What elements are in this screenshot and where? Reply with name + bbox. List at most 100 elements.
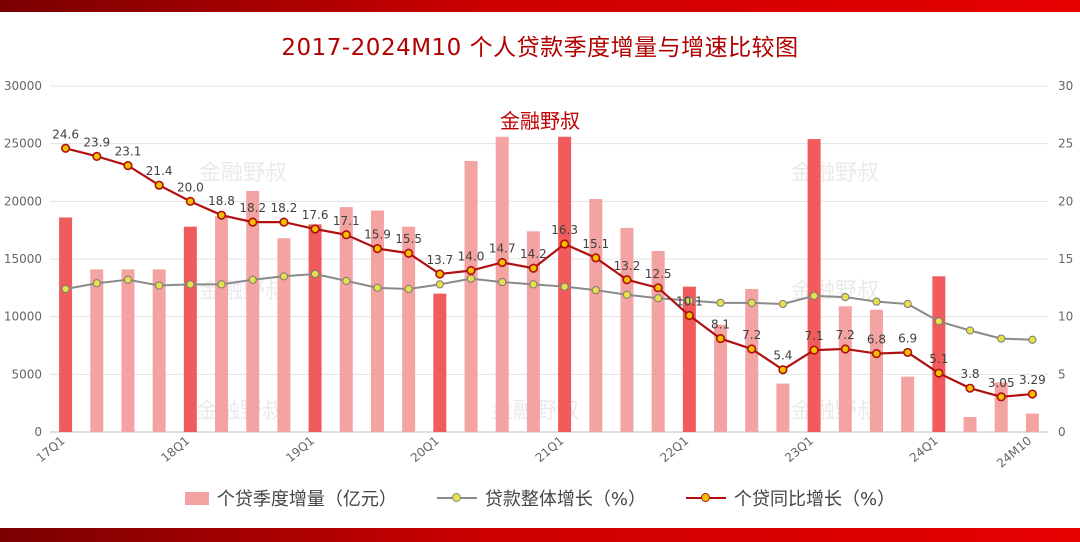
legend-bar-swatch bbox=[184, 491, 209, 505]
point-personal-growth bbox=[248, 217, 258, 227]
data-label-personal: 13.7 bbox=[426, 253, 453, 267]
bar bbox=[776, 383, 790, 432]
data-label-personal: 20.0 bbox=[177, 180, 204, 194]
y-right-tick-label: 10 bbox=[1058, 310, 1073, 324]
bar bbox=[589, 199, 603, 432]
bar bbox=[246, 190, 260, 432]
point-personal-growth bbox=[715, 333, 726, 344]
bar bbox=[464, 160, 478, 432]
bar bbox=[308, 224, 322, 432]
data-label-personal: 5.1 bbox=[929, 352, 948, 366]
bar bbox=[682, 286, 696, 432]
x-tick-label: 24Q1 bbox=[907, 434, 941, 466]
watermark-faint: 金融野叔 bbox=[199, 161, 287, 186]
point-personal-growth bbox=[341, 230, 351, 240]
point-total-growth bbox=[965, 326, 975, 335]
point-total-growth bbox=[92, 279, 101, 288]
y-left-tick-label: 10000 bbox=[4, 310, 42, 324]
bar bbox=[339, 207, 353, 432]
data-label-personal: 21.4 bbox=[146, 164, 173, 178]
data-label-personal: 13.2 bbox=[614, 259, 641, 273]
data-label-personal: 15.9 bbox=[364, 228, 391, 242]
point-total-growth bbox=[560, 282, 569, 291]
point-personal-growth bbox=[684, 310, 694, 321]
bar bbox=[714, 324, 728, 432]
x-tick-label: 24M10 bbox=[994, 434, 1034, 471]
data-label-personal: 23.9 bbox=[83, 135, 110, 149]
data-label-personal: 7.2 bbox=[836, 328, 855, 342]
data-label-personal: 15.5 bbox=[395, 232, 422, 246]
bar bbox=[121, 269, 135, 432]
point-personal-growth bbox=[778, 365, 788, 375]
y-right-tick-label: 15 bbox=[1058, 252, 1073, 266]
point-total-growth bbox=[373, 283, 382, 292]
point-personal-growth bbox=[591, 253, 601, 263]
top-border bbox=[0, 0, 1080, 12]
point-total-growth bbox=[716, 298, 725, 307]
data-label-personal: 8.1 bbox=[711, 318, 730, 332]
point-personal-growth bbox=[871, 348, 882, 359]
bar bbox=[1025, 413, 1039, 432]
point-total-growth bbox=[809, 291, 819, 301]
data-label-personal: 17.1 bbox=[333, 214, 360, 228]
point-personal-growth bbox=[903, 347, 913, 358]
bar bbox=[526, 231, 540, 432]
bar bbox=[402, 226, 416, 432]
bar bbox=[932, 276, 946, 432]
bar bbox=[869, 309, 883, 432]
point-total-growth bbox=[310, 269, 320, 279]
point-personal-growth bbox=[404, 248, 414, 258]
point-total-growth bbox=[622, 290, 632, 299]
data-label-personal: 12.5 bbox=[645, 267, 672, 281]
data-label-personal: 7.1 bbox=[805, 329, 824, 343]
y-left-tick-label: 30000 bbox=[4, 79, 42, 93]
data-label-personal: 5.4 bbox=[773, 349, 792, 363]
data-label-personal: 14.2 bbox=[520, 247, 547, 261]
point-total-growth bbox=[155, 281, 164, 290]
data-label-personal: 24.6 bbox=[52, 127, 79, 141]
legend: 个贷季度增量（亿元） 贷款整体增长（%） 个贷同比增长（%） bbox=[0, 480, 1080, 516]
legend-label-bars: 个贷季度增量（亿元） bbox=[216, 489, 397, 510]
x-tick-label: 23Q1 bbox=[782, 434, 816, 466]
line-total-growth bbox=[65, 272, 1033, 341]
y-left-tick-label: 0 bbox=[34, 425, 42, 439]
point-total-growth bbox=[279, 272, 289, 281]
point-personal-growth bbox=[92, 151, 102, 161]
data-label-personal: 6.8 bbox=[867, 333, 886, 347]
point-personal-growth bbox=[965, 383, 975, 393]
point-personal-growth bbox=[747, 344, 757, 354]
point-personal-growth bbox=[466, 265, 476, 276]
y-right-tick-label: 30 bbox=[1058, 79, 1073, 93]
legend-item-personal: 个贷同比增长（%） bbox=[686, 485, 895, 511]
bar bbox=[215, 216, 229, 432]
legend-total-swatch bbox=[436, 491, 477, 505]
point-total-growth bbox=[685, 296, 694, 305]
watermark-faint: 金融野叔 bbox=[791, 399, 879, 424]
bar bbox=[994, 382, 1008, 432]
point-personal-growth bbox=[528, 263, 539, 273]
point-personal-growth bbox=[653, 283, 663, 293]
point-total-growth bbox=[466, 274, 476, 283]
data-label-personal: 18.2 bbox=[239, 201, 266, 215]
point-total-growth bbox=[123, 275, 133, 284]
data-label-personal: 16.3 bbox=[551, 223, 578, 237]
watermark-faint: 金融野叔 bbox=[196, 399, 284, 424]
bar bbox=[963, 417, 977, 432]
point-total-growth bbox=[903, 299, 912, 309]
point-personal-growth bbox=[372, 244, 383, 254]
x-tick-label: 19Q1 bbox=[283, 434, 317, 466]
bar bbox=[433, 293, 447, 432]
chart-title: 2017-2024M10 个人贷款季度增量与增速比较图 bbox=[281, 35, 799, 61]
bar bbox=[59, 217, 73, 432]
x-tick-label: 22Q1 bbox=[657, 434, 691, 466]
point-personal-growth bbox=[559, 239, 570, 249]
bar bbox=[370, 210, 384, 432]
bar bbox=[901, 376, 915, 432]
point-personal-growth bbox=[996, 392, 1006, 402]
point-personal-growth bbox=[60, 143, 71, 153]
bar bbox=[152, 269, 166, 432]
x-tick-label: 18Q1 bbox=[158, 434, 192, 466]
legend-item-total: 贷款整体增长（%） bbox=[436, 485, 646, 511]
point-total-growth bbox=[248, 275, 257, 284]
